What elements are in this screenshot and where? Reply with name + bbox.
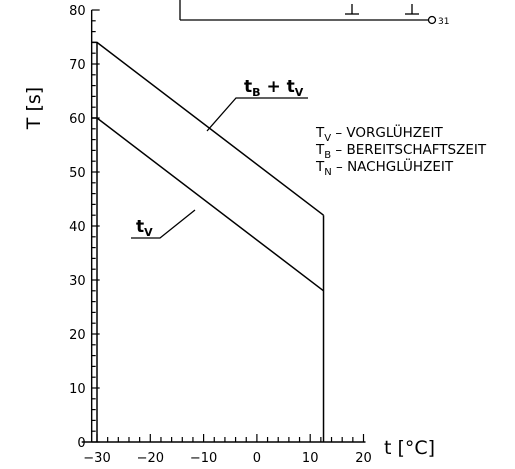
y-tick-label: 10 [69, 382, 86, 397]
y-tick-label: 60 [69, 112, 86, 127]
legend-entry: TB – BEREITSCHAFTSZEIT [315, 142, 487, 161]
y-tick-label: 40 [69, 220, 86, 235]
terminal-31-icon [427, 15, 437, 25]
annotation-tb-tv: tB + tV [244, 77, 304, 99]
y-tick-label: 0 [77, 436, 85, 451]
y-tick-label: 30 [69, 274, 86, 289]
annotation-leader-tb-tv [206, 97, 308, 132]
annotation-tv: tV [136, 217, 153, 239]
series-tv-line [91, 117, 324, 292]
x-axis-label: t [°C] [384, 437, 435, 459]
y-tick-label: 80 [69, 4, 86, 19]
terminal-label: 31 [438, 17, 449, 27]
x-tick-label: −20 [137, 451, 164, 466]
y-tick-label: 20 [69, 328, 86, 343]
y-axis-label: T [s] [23, 87, 45, 130]
circuit-fragment [179, 0, 437, 25]
x-tick-label: 20 [355, 451, 372, 466]
ticks: 0 10 20 30 40 50 60 70 80 −30 −20 −10 0 10 20 [69, 4, 372, 466]
series-annotations: tB + tV tV [131, 77, 308, 239]
series-layer [91, 41, 325, 442]
x-tick-label: 10 [302, 451, 319, 466]
series-tb-tv-line [91, 41, 324, 216]
annotation-leader-tv [131, 209, 196, 239]
x-tick-label: 0 [253, 451, 261, 466]
y-tick-label: 70 [69, 58, 86, 73]
x-tick-label: −30 [83, 451, 110, 466]
x-tick-label: −10 [190, 451, 217, 466]
legend-entry: TV – VORGLÜHZEIT [315, 123, 444, 144]
y-tick-label: 50 [69, 166, 86, 181]
legend-entry: TN – NACHGLÜHZEIT [315, 157, 454, 178]
